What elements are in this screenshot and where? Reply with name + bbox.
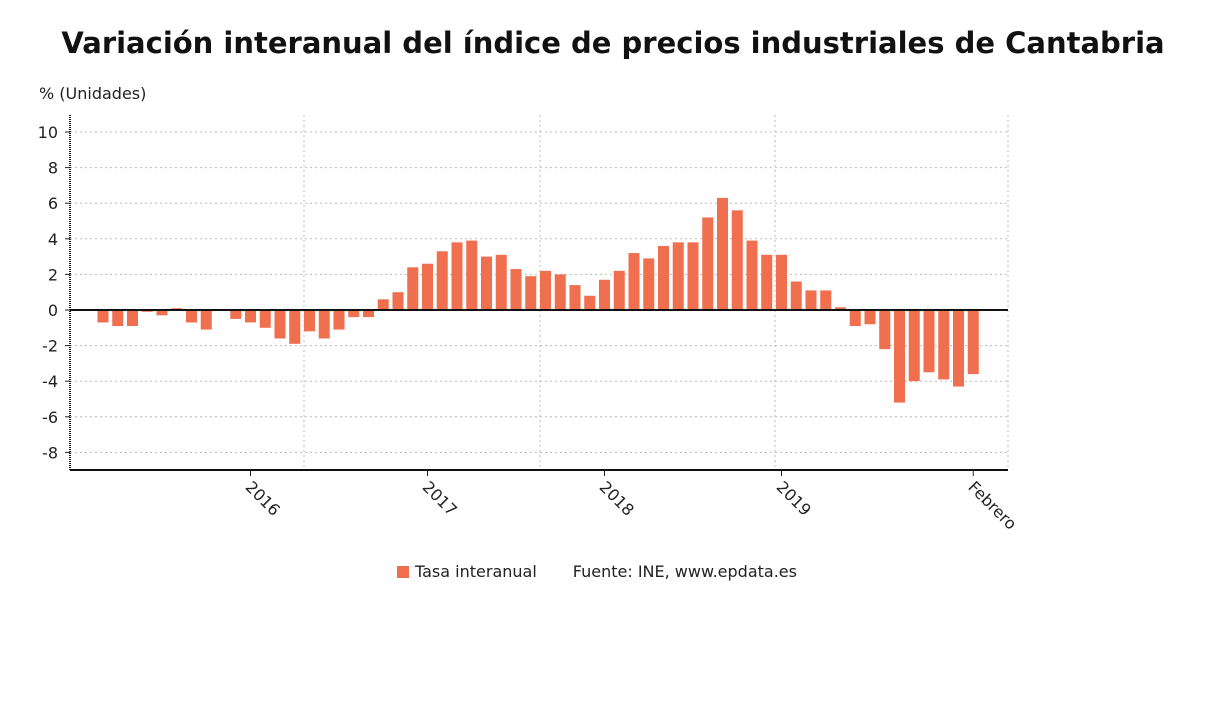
bar	[407, 267, 419, 310]
bar	[97, 310, 109, 323]
bar	[923, 310, 935, 373]
chart-title: Variación interanual del índice de preci…	[61, 26, 1165, 60]
source-note: Fuente: INE, www.epdata.es	[572, 562, 797, 581]
y-tick-label: -4	[42, 372, 58, 391]
bar	[702, 217, 714, 310]
bar	[761, 254, 773, 310]
bar	[525, 276, 537, 310]
bar	[879, 310, 891, 350]
x-tick-label: Febrero	[964, 477, 1020, 533]
bar	[835, 307, 846, 310]
y-tick-label: -8	[42, 443, 58, 462]
bar	[186, 310, 197, 323]
bar	[422, 263, 433, 310]
bar	[554, 274, 566, 310]
bar	[436, 251, 448, 310]
bar	[289, 310, 301, 344]
y-tick-label: -6	[42, 408, 58, 427]
bar	[908, 310, 920, 382]
legend-swatch	[397, 565, 409, 578]
bar	[200, 310, 212, 330]
bar	[628, 253, 640, 310]
y-tick-label: 8	[48, 159, 58, 178]
bar	[540, 270, 551, 310]
bar	[776, 254, 787, 310]
bar	[672, 242, 684, 310]
bar	[274, 310, 286, 339]
bar	[451, 242, 463, 310]
bar	[953, 310, 964, 387]
bar	[687, 242, 699, 310]
bar	[481, 256, 492, 310]
bar	[466, 240, 478, 310]
x-tick-label: 2017	[419, 477, 461, 519]
bar	[658, 245, 669, 310]
bar	[717, 197, 728, 310]
x-tick-label: 2016	[242, 477, 284, 519]
y-tick-label: 4	[48, 230, 58, 249]
legend-series-label: Tasa interanual	[415, 562, 537, 581]
bar	[864, 310, 876, 325]
y-axis-label: % (Unidades)	[39, 84, 147, 103]
bar	[731, 210, 743, 310]
bar	[805, 290, 817, 310]
bar	[643, 258, 655, 310]
y-tick-label: -2	[42, 337, 58, 356]
y-tick-label: 6	[48, 194, 58, 213]
bar	[304, 310, 315, 332]
bar	[584, 295, 596, 310]
bar	[245, 310, 256, 323]
bar	[790, 281, 802, 310]
bar	[127, 310, 138, 327]
y-tick-label: 0	[48, 301, 58, 320]
bar	[112, 310, 124, 327]
x-tick-label: 2019	[773, 477, 815, 519]
bar	[333, 310, 345, 330]
bar	[569, 285, 581, 310]
bar	[348, 310, 360, 318]
bar	[967, 310, 979, 375]
bar	[230, 310, 242, 319]
bar	[318, 310, 330, 339]
bar	[938, 310, 950, 380]
bar	[363, 310, 374, 318]
y-tick-label: 2	[48, 265, 58, 284]
bar	[495, 254, 507, 310]
bar	[259, 310, 271, 328]
bar	[613, 270, 625, 310]
bar	[156, 310, 168, 316]
x-tick-label: 2018	[596, 477, 638, 519]
bar	[377, 299, 389, 310]
legend: Tasa interanual Fuente: INE, www.epdata.…	[397, 562, 797, 581]
bar	[599, 279, 610, 310]
bar	[746, 240, 758, 310]
bar	[820, 290, 832, 310]
bar	[392, 292, 404, 310]
bar	[894, 310, 905, 403]
y-tick-label: 10	[38, 123, 58, 142]
bar	[510, 269, 522, 310]
bar	[849, 310, 861, 327]
